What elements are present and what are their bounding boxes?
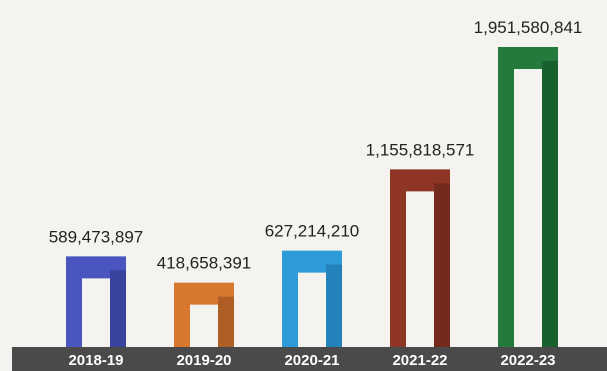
x-axis-band xyxy=(12,347,607,371)
bar xyxy=(66,256,126,347)
value-label: 589,473,897 xyxy=(49,227,144,246)
bar xyxy=(498,47,558,347)
bar-shade xyxy=(434,183,450,347)
value-labels-group: 589,473,897 418,658,391 627,214,210 1,155,8… xyxy=(49,18,583,273)
x-tick-label: 2022-23 xyxy=(500,352,555,369)
x-tick-label: 2018-19 xyxy=(68,352,123,369)
bars-group xyxy=(66,47,558,347)
bar-shade xyxy=(542,61,558,347)
value-label: 627,214,210 xyxy=(265,222,360,241)
bar-shade xyxy=(110,270,126,347)
x-tick-labels-group: 2018-19 2019-20 2020-21 2021-22 2022-23 xyxy=(68,352,555,369)
value-label: 1,155,818,571 xyxy=(366,140,475,159)
x-tick-label: 2019-20 xyxy=(176,352,231,369)
bar-shade xyxy=(218,296,234,347)
x-tick-label: 2020-21 xyxy=(284,352,339,369)
value-label: 1,951,580,841 xyxy=(474,18,583,37)
x-tick-label: 2021-22 xyxy=(392,352,447,369)
bar xyxy=(282,250,342,347)
bar xyxy=(174,282,234,347)
value-label: 418,658,391 xyxy=(157,254,252,273)
bar xyxy=(390,169,450,347)
bar-shade xyxy=(326,264,342,347)
